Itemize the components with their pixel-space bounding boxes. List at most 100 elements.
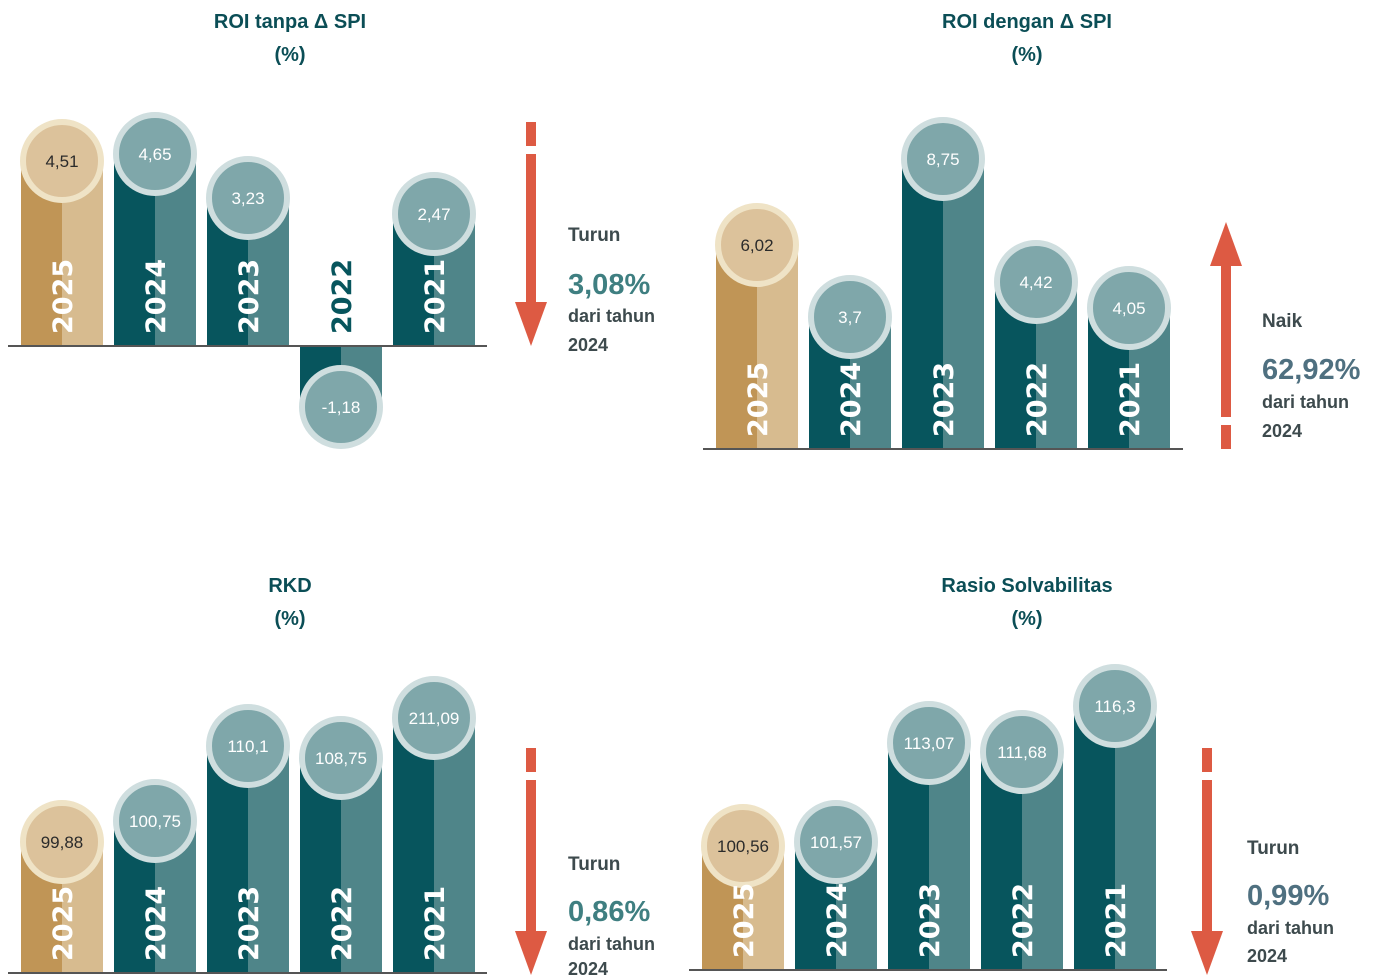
value-label: 4,05 — [1112, 299, 1145, 318]
chart-3: Rasio Solvabilitas (%) 100,56 2025 101,57 202… — [689, 575, 1334, 975]
year-label: 2022 — [327, 259, 358, 334]
arrow-shaft — [1202, 780, 1212, 935]
bar-left — [902, 159, 943, 449]
year-label: 2025 — [729, 883, 760, 958]
arrow-dash — [526, 122, 536, 146]
value-bubble — [1073, 664, 1157, 748]
bar-2022: 108,75 2022 — [299, 716, 383, 973]
year-label: 2024 — [836, 362, 867, 437]
value-label: -1,18 — [322, 398, 361, 417]
year-label: 2025 — [48, 886, 79, 961]
bar-2023: 110,1 2023 — [206, 704, 290, 973]
arrow-dash — [526, 748, 536, 772]
chart-2: RKD (%) 99,88 2025 100,75 2024 110,1 2023 108,75… — [8, 575, 655, 979]
change-note: dari tahun — [568, 934, 655, 954]
arrow-dash — [1221, 425, 1231, 449]
arrow-shaft — [1221, 266, 1231, 417]
year-label: 2023 — [234, 259, 265, 334]
bar-2024: 4,65 2024 — [113, 112, 197, 346]
chart-title: ROI dengan Δ SPI — [942, 11, 1112, 33]
value-label: 4,51 — [45, 152, 78, 171]
year-label: 2024 — [141, 886, 172, 961]
bar-2021: 116,3 2021 — [1073, 664, 1157, 970]
change-note: dari tahun — [1247, 918, 1334, 938]
value-bubble — [392, 676, 476, 760]
bar-right — [943, 159, 984, 449]
arrow-head — [1210, 222, 1242, 266]
value-label: 6,02 — [740, 236, 773, 255]
value-bubble — [392, 172, 476, 256]
chart-0: ROI tanpa Δ SPI (%) 4,51 2025 4,65 2024 3,23 20… — [8, 11, 655, 449]
change-value: 0,86% — [568, 896, 650, 928]
value-bubble — [1087, 266, 1171, 350]
change-note: dari tahun — [1262, 392, 1349, 412]
change-direction: Turun — [568, 225, 620, 246]
year-label: 2021 — [1101, 883, 1132, 958]
value-label: 3,23 — [231, 189, 264, 208]
arrow-down-icon — [515, 748, 547, 975]
year-label: 2022 — [1008, 883, 1039, 958]
bar-2021: 4,05 2021 — [1087, 266, 1171, 449]
value-bubble — [994, 240, 1078, 324]
year-label: 2021 — [420, 259, 451, 334]
value-label: 8,75 — [926, 150, 959, 169]
value-bubble — [715, 203, 799, 287]
bar-2025: 99,88 2025 — [20, 800, 104, 973]
bar-2024: 101,57 2024 — [794, 800, 878, 970]
year-label: 2023 — [234, 886, 265, 961]
year-label: 2022 — [1022, 362, 1053, 437]
change-note: dari tahun — [568, 306, 655, 326]
chart-1: ROI dengan Δ SPI (%) 6,02 2025 3,7 2024 8,75 20… — [703, 11, 1361, 450]
arrow-dash — [1202, 748, 1212, 772]
value-bubble — [701, 804, 785, 888]
bar-2023: 113,07 2023 — [887, 701, 971, 970]
change-value: 62,92% — [1262, 354, 1361, 386]
bar-2022: 111,68 2022 — [980, 710, 1064, 970]
value-label: 110,1 — [227, 737, 268, 756]
change-direction: Naik — [1262, 311, 1303, 332]
bar-2021: 2,47 2021 — [392, 172, 476, 346]
chart-title: ROI tanpa Δ SPI — [214, 11, 366, 33]
arrow-down-icon — [1191, 748, 1223, 975]
bar-2022: -1,18 2022 — [299, 259, 383, 449]
arrow-shaft — [526, 154, 536, 306]
bar-2024: 100,75 2024 — [113, 779, 197, 973]
year-label: 2023 — [915, 883, 946, 958]
bar-2025: 6,02 2025 — [715, 203, 799, 449]
value-label: 116,3 — [1094, 697, 1135, 716]
chart-unit: (%) — [1011, 608, 1042, 630]
value-label: 99,88 — [41, 833, 84, 852]
value-label: 4,65 — [138, 145, 171, 164]
change-value: 0,99% — [1247, 880, 1329, 912]
bar-2025: 4,51 2025 — [20, 119, 104, 346]
value-bubble — [113, 779, 197, 863]
value-bubble — [206, 704, 290, 788]
chart-unit: (%) — [274, 44, 305, 66]
bar-left — [393, 718, 434, 973]
value-label: 3,7 — [838, 308, 862, 327]
change-direction: Turun — [1247, 838, 1299, 859]
bar-2023: 8,75 2023 — [901, 117, 985, 449]
chart-title: Rasio Solvabilitas — [941, 575, 1112, 597]
chart-unit: (%) — [274, 608, 305, 630]
bar-left — [1074, 706, 1115, 970]
value-label: 100,75 — [129, 812, 181, 831]
bar-2023: 3,23 2023 — [206, 156, 290, 346]
value-label: 211,09 — [409, 709, 460, 728]
chart-title: RKD — [268, 575, 311, 597]
value-label: 4,42 — [1019, 273, 1052, 292]
value-bubble — [901, 117, 985, 201]
arrow-head — [515, 302, 547, 346]
value-label: 2,47 — [417, 205, 450, 224]
year-label: 2023 — [929, 362, 960, 437]
arrow-head — [1191, 931, 1223, 975]
value-bubble — [20, 119, 104, 203]
year-label: 2024 — [141, 259, 172, 334]
value-bubble — [980, 710, 1064, 794]
bar-2022: 4,42 2022 — [994, 240, 1078, 449]
year-label: 2021 — [1115, 362, 1146, 437]
value-label: 100,56 — [717, 837, 769, 856]
change-year: 2024 — [1247, 946, 1287, 966]
year-label: 2025 — [48, 259, 79, 334]
